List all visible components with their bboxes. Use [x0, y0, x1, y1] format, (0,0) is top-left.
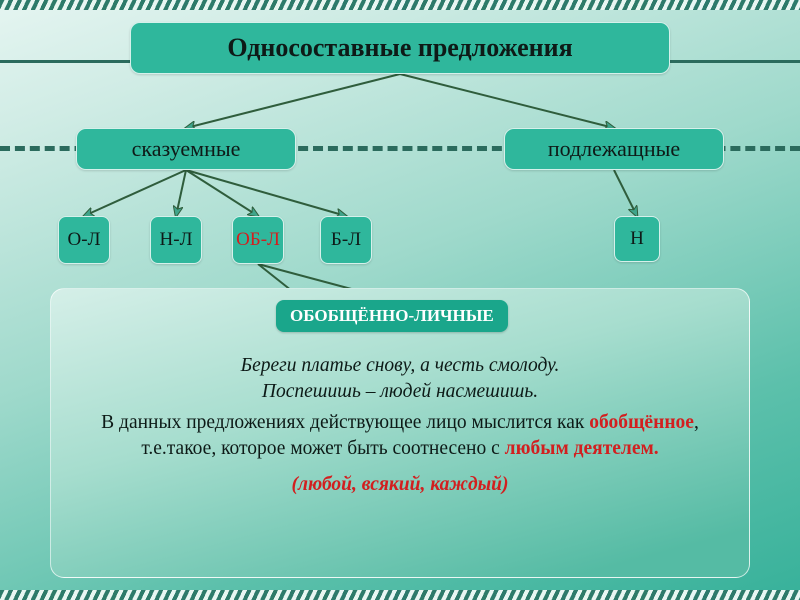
right-leaf-label: Н	[630, 229, 644, 249]
leaf-3: Б-Л	[320, 216, 372, 264]
right-leaf: Н	[614, 216, 660, 262]
branch-left-label: сказуемные	[132, 136, 241, 162]
example-line: Поспешишь – людей насмешишь.	[79, 379, 721, 405]
example-type-label: ОБОБЩЁННО-ЛИЧНЫЕ	[276, 300, 508, 332]
diagram-stage: Односоставные предложения сказуемные под…	[0, 0, 800, 600]
example-line: Береги платье снову, а честь смолоду.	[79, 353, 721, 379]
leaf-0: О-Л	[58, 216, 110, 264]
title-node: Односоставные предложения	[130, 22, 670, 74]
leaf-1: Н-Л	[150, 216, 202, 264]
branch-right-label: подлежащные	[548, 136, 680, 162]
example-body: Береги платье снову, а честь смолоду.Пос…	[79, 353, 721, 498]
example-type-text: ОБОБЩЁННО-ЛИЧНЫЕ	[290, 306, 494, 325]
branch-left: сказуемные	[76, 128, 296, 170]
branch-right: подлежащные	[504, 128, 724, 170]
example-footer: (любой, всякий, каждый)	[79, 472, 721, 498]
title-text: Односоставные предложения	[227, 33, 572, 63]
leaf-2: ОБ-Л	[232, 216, 284, 264]
example-paragraph: В данных предложениях действующее лицо м…	[79, 410, 721, 461]
